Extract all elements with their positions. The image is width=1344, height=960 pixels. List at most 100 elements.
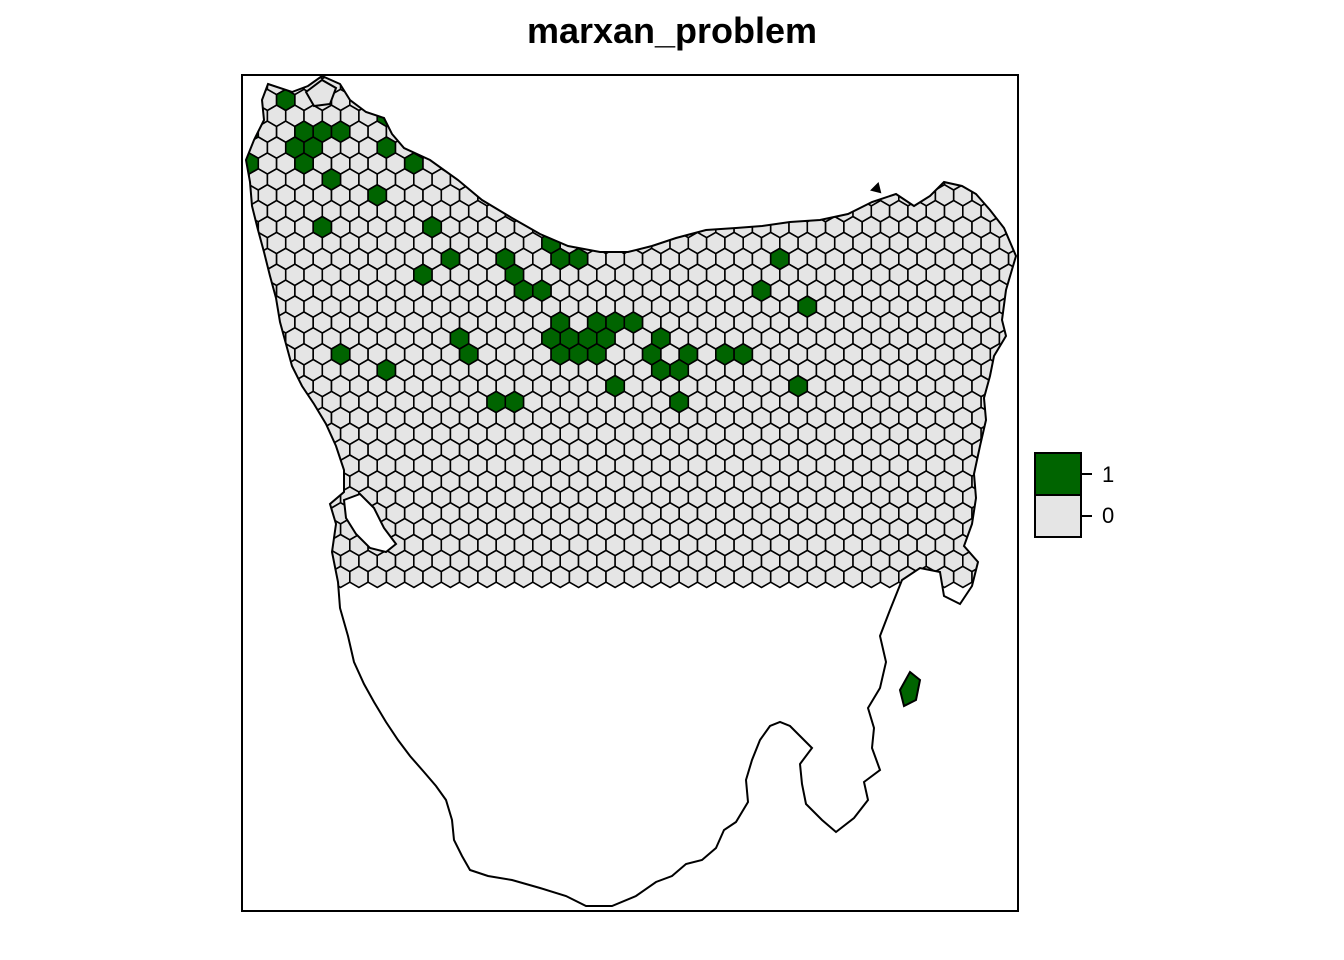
- planning-unit: [888, 104, 909, 128]
- planning-unit: [559, 199, 580, 223]
- planning-unit: [531, 88, 552, 112]
- planning-unit: [266, 549, 287, 573]
- planning-unit: [714, 183, 735, 207]
- legend: [1034, 452, 1092, 538]
- planning-unit: [266, 454, 287, 478]
- planning-unit: [577, 104, 598, 128]
- planning-unit: [760, 104, 781, 128]
- planning-unit: [1018, 487, 1036, 508]
- planning-unit: [257, 533, 278, 557]
- planning-unit: [1018, 391, 1036, 412]
- planning-unit: [934, 151, 955, 176]
- planning-unit: [568, 183, 589, 207]
- planning-unit: [980, 167, 1001, 191]
- planning-unit: [294, 469, 315, 494]
- planning-unit: [769, 151, 790, 176]
- planning-unit: [531, 183, 552, 207]
- planning-unit: [246, 358, 250, 382]
- planning-unit: [961, 485, 983, 509]
- planning-unit: [751, 120, 772, 144]
- planning-unit: [806, 88, 827, 112]
- planning-unit: [248, 549, 269, 573]
- planning-unit: [687, 199, 708, 223]
- planning-unit: [1027, 280, 1045, 301]
- planning-unit: [678, 120, 699, 144]
- planning-unit-selected: [687, 104, 708, 128]
- planning-unit: [257, 374, 278, 398]
- planning-unit: [312, 469, 333, 494]
- legend-swatch-0: [1034, 494, 1082, 538]
- planning-unit: [833, 104, 854, 128]
- planning-unit: [513, 88, 534, 112]
- planning-unit: [843, 151, 864, 176]
- planning-unit: [431, 76, 452, 96]
- planning-unit: [1018, 169, 1036, 190]
- planning-unit: [971, 88, 992, 112]
- planning-unit: [541, 199, 562, 223]
- planning-unit: [1018, 519, 1036, 540]
- planning-unit: [246, 231, 250, 255]
- planning-unit: [1027, 89, 1045, 110]
- planning-unit: [1027, 185, 1045, 206]
- planning-unit: [495, 120, 516, 144]
- planning-unit: [641, 215, 662, 239]
- planning-unit: [605, 88, 626, 112]
- planning-unit: [714, 120, 735, 144]
- planning-unit: [595, 231, 617, 255]
- planning-unit: [1018, 328, 1036, 349]
- planning-unit: [623, 183, 644, 207]
- planning-unit: [897, 120, 918, 144]
- planning-unit: [815, 136, 836, 160]
- planning-unit: [879, 120, 900, 144]
- planning-unit: [861, 88, 882, 112]
- planning-unit: [660, 88, 681, 112]
- planning-unit: [760, 76, 781, 96]
- planning-unit: [284, 485, 305, 509]
- planning-unit: [998, 485, 1016, 509]
- planning-unit: [467, 167, 488, 191]
- planning-unit: [586, 88, 607, 112]
- planning-unit: [778, 199, 800, 223]
- planning-unit: [449, 76, 470, 96]
- planning-unit: [486, 167, 507, 191]
- planning-unit: [246, 517, 250, 541]
- planning-unit: [751, 88, 772, 112]
- planning-unit: [815, 76, 836, 96]
- planning-unit: [705, 104, 726, 128]
- planning-unit: [1018, 550, 1036, 571]
- planning-unit: [797, 167, 818, 191]
- planning-unit: [980, 454, 1001, 478]
- planning-unit: [586, 183, 607, 207]
- planning-unit: [1018, 360, 1036, 381]
- planning-unit: [1027, 248, 1045, 269]
- planning-unit: [294, 565, 315, 589]
- planning-unit: [870, 76, 891, 96]
- plot-frame: [241, 74, 1019, 912]
- planning-unit: [1027, 312, 1045, 333]
- planning-unit: [998, 358, 1016, 382]
- planning-unit-selected: [632, 167, 653, 191]
- planning-unit: [1027, 566, 1045, 587]
- planning-unit: [522, 136, 543, 160]
- planning-unit: [1018, 105, 1036, 126]
- map-title: marxan_problem: [526, 10, 818, 51]
- planning-unit: [266, 390, 287, 414]
- planning-unit: [303, 422, 324, 446]
- planning-unit: [687, 167, 708, 191]
- planning-unit: [246, 76, 250, 96]
- planning-unit: [742, 167, 763, 191]
- planning-unit: [980, 485, 1001, 509]
- planning-unit: [778, 136, 800, 160]
- planning-unit: [833, 76, 854, 96]
- planning-unit: [605, 215, 626, 239]
- planning-unit: [577, 136, 598, 160]
- planning-unit: [989, 533, 1010, 557]
- planning-unit: [246, 136, 250, 160]
- planning-unit: [788, 151, 809, 176]
- planning-unit: [797, 199, 818, 223]
- planning-unit: [852, 76, 873, 96]
- planning-unit: [888, 167, 909, 191]
- planning-unit: [961, 136, 983, 160]
- planning-unit: [458, 151, 479, 176]
- planning-unit-selected: [504, 136, 525, 160]
